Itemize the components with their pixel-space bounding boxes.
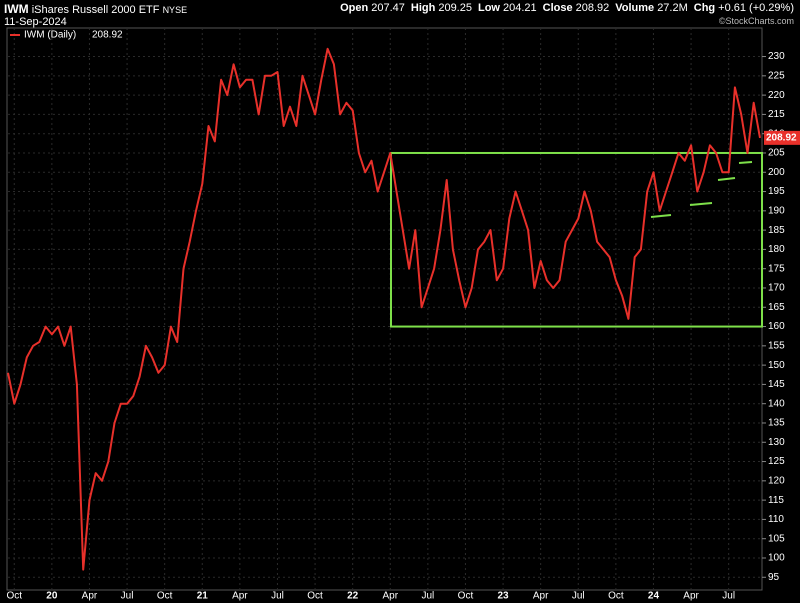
support-dash [650,214,672,218]
x-tick-label: 20 [46,591,58,602]
x-tick-label: Oct [458,591,474,602]
fund-name: iShares Russell 2000 ETF [31,4,160,16]
x-tick-label: 22 [347,591,359,602]
y-tick-label: 205 [768,148,785,159]
y-tick-label: 100 [768,553,785,564]
x-tick-label: Jul [271,591,284,602]
series [7,47,761,571]
legend-label: IWM (Daily) [24,30,76,41]
legend-value: 208.92 [92,30,123,41]
quote-value: 204.21 [502,2,537,14]
y-tick-label: 225 [768,70,785,81]
x-tick-label: Jul [572,591,585,602]
y-tick-label: 140 [768,398,785,409]
quote-label: High [410,2,436,14]
symbol: IWM [4,2,29,16]
header-row: IWM iShares Russell 2000 ETF NYSE Open 20… [4,2,794,16]
quote-item: Close 208.92 [543,2,610,14]
quote-value: 209.25 [438,2,472,14]
date: 11-Sep-2024 [4,16,67,28]
y-tick-label: 135 [768,418,785,429]
x-tick-label: Apr [232,591,248,602]
quote-item: High 209.25 [411,2,472,14]
quote-label: Open [340,2,369,14]
credit: ©StockCharts.com [718,16,794,26]
quote-value: 208.92 [575,2,610,14]
y-tick-label: 180 [768,244,785,255]
quote-value: +0.61 (+0.29%) [718,2,794,14]
y-tick-label: 215 [768,109,785,120]
support-dash [738,161,753,164]
header: IWM iShares Russell 2000 ETF NYSE Open 20… [0,0,800,28]
quote-item: Low 204.21 [478,2,537,14]
quote-value: 207.47 [371,2,405,14]
x-tick-label: Apr [82,591,98,602]
y-tick-label: 105 [768,533,785,544]
y-tick-label: 145 [768,379,785,390]
quote-label: Volume [615,2,655,14]
last-value-box [764,130,800,145]
y-tick-label: 155 [768,340,785,351]
header-row: 11-Sep-2024 ©StockCharts.com [4,16,794,28]
quote-value: 27.2M [657,2,688,14]
y-tick-label: 220 [768,90,785,101]
x-tick-label: 24 [648,591,660,602]
y-tick-label: 175 [768,263,785,274]
x-tick-label: Jul [421,591,434,602]
exchange: NYSE [162,5,188,15]
quote-label: Chg [693,2,716,14]
support-dash [717,177,736,181]
x-tick-label: Jul [121,591,134,602]
quote-label: Close [542,2,573,14]
quote-label: Low [477,2,500,14]
y-tick-label: 190 [768,205,785,216]
x-tick-label: Oct [307,591,323,602]
y-tick-label: 195 [768,186,785,197]
y-tick-label: 130 [768,437,785,448]
quote-item: Open 207.47 [340,2,405,14]
x-tick-label: Oct [608,591,624,602]
x-tick-label: Apr [683,591,699,602]
y-tick-label: 110 [768,514,784,525]
x-tick-label: Oct [6,591,22,602]
plot-frame [6,27,763,591]
x-tick-label: Oct [157,591,173,602]
y-tick-label: 170 [768,283,785,294]
support-dash [689,202,713,206]
quote-item: Chg +0.61 (+0.29%) [694,2,794,14]
y-tick-label: 200 [768,167,785,178]
x-tick-label: Apr [533,591,549,602]
title-group: IWM iShares Russell 2000 ETF NYSE [4,2,187,16]
last-value-label: 208.92 [766,132,797,143]
y-tick-label: 115 [768,495,784,506]
legend: IWM (Daily) 208.92 [10,30,123,41]
price-line [7,47,761,571]
grid: 95 100 105 110 115 120 125 130 135 140 145 150 155 16… [6,28,785,602]
x-tick-label: 21 [197,591,209,602]
x-tick-label: Jul [722,591,735,602]
x-tick-label: 23 [498,591,510,602]
y-tick-label: 125 [768,456,785,467]
annotations [390,151,763,328]
quote: Open 207.47 High 209.25 Low 204.21 Close 208.92… [334,2,794,16]
y-tick-label: 120 [768,475,785,486]
quote-item: Volume 27.2M [615,2,688,14]
y-tick-label: 185 [768,225,785,236]
x-tick-label: Apr [382,591,398,602]
range-box [390,151,763,328]
y-tick-label: 230 [768,51,785,62]
y-tick-label: 160 [768,321,785,332]
y-tick-label: 165 [768,302,785,313]
y-tick-label: 150 [768,360,785,371]
y-tick-label: 95 [768,572,780,583]
